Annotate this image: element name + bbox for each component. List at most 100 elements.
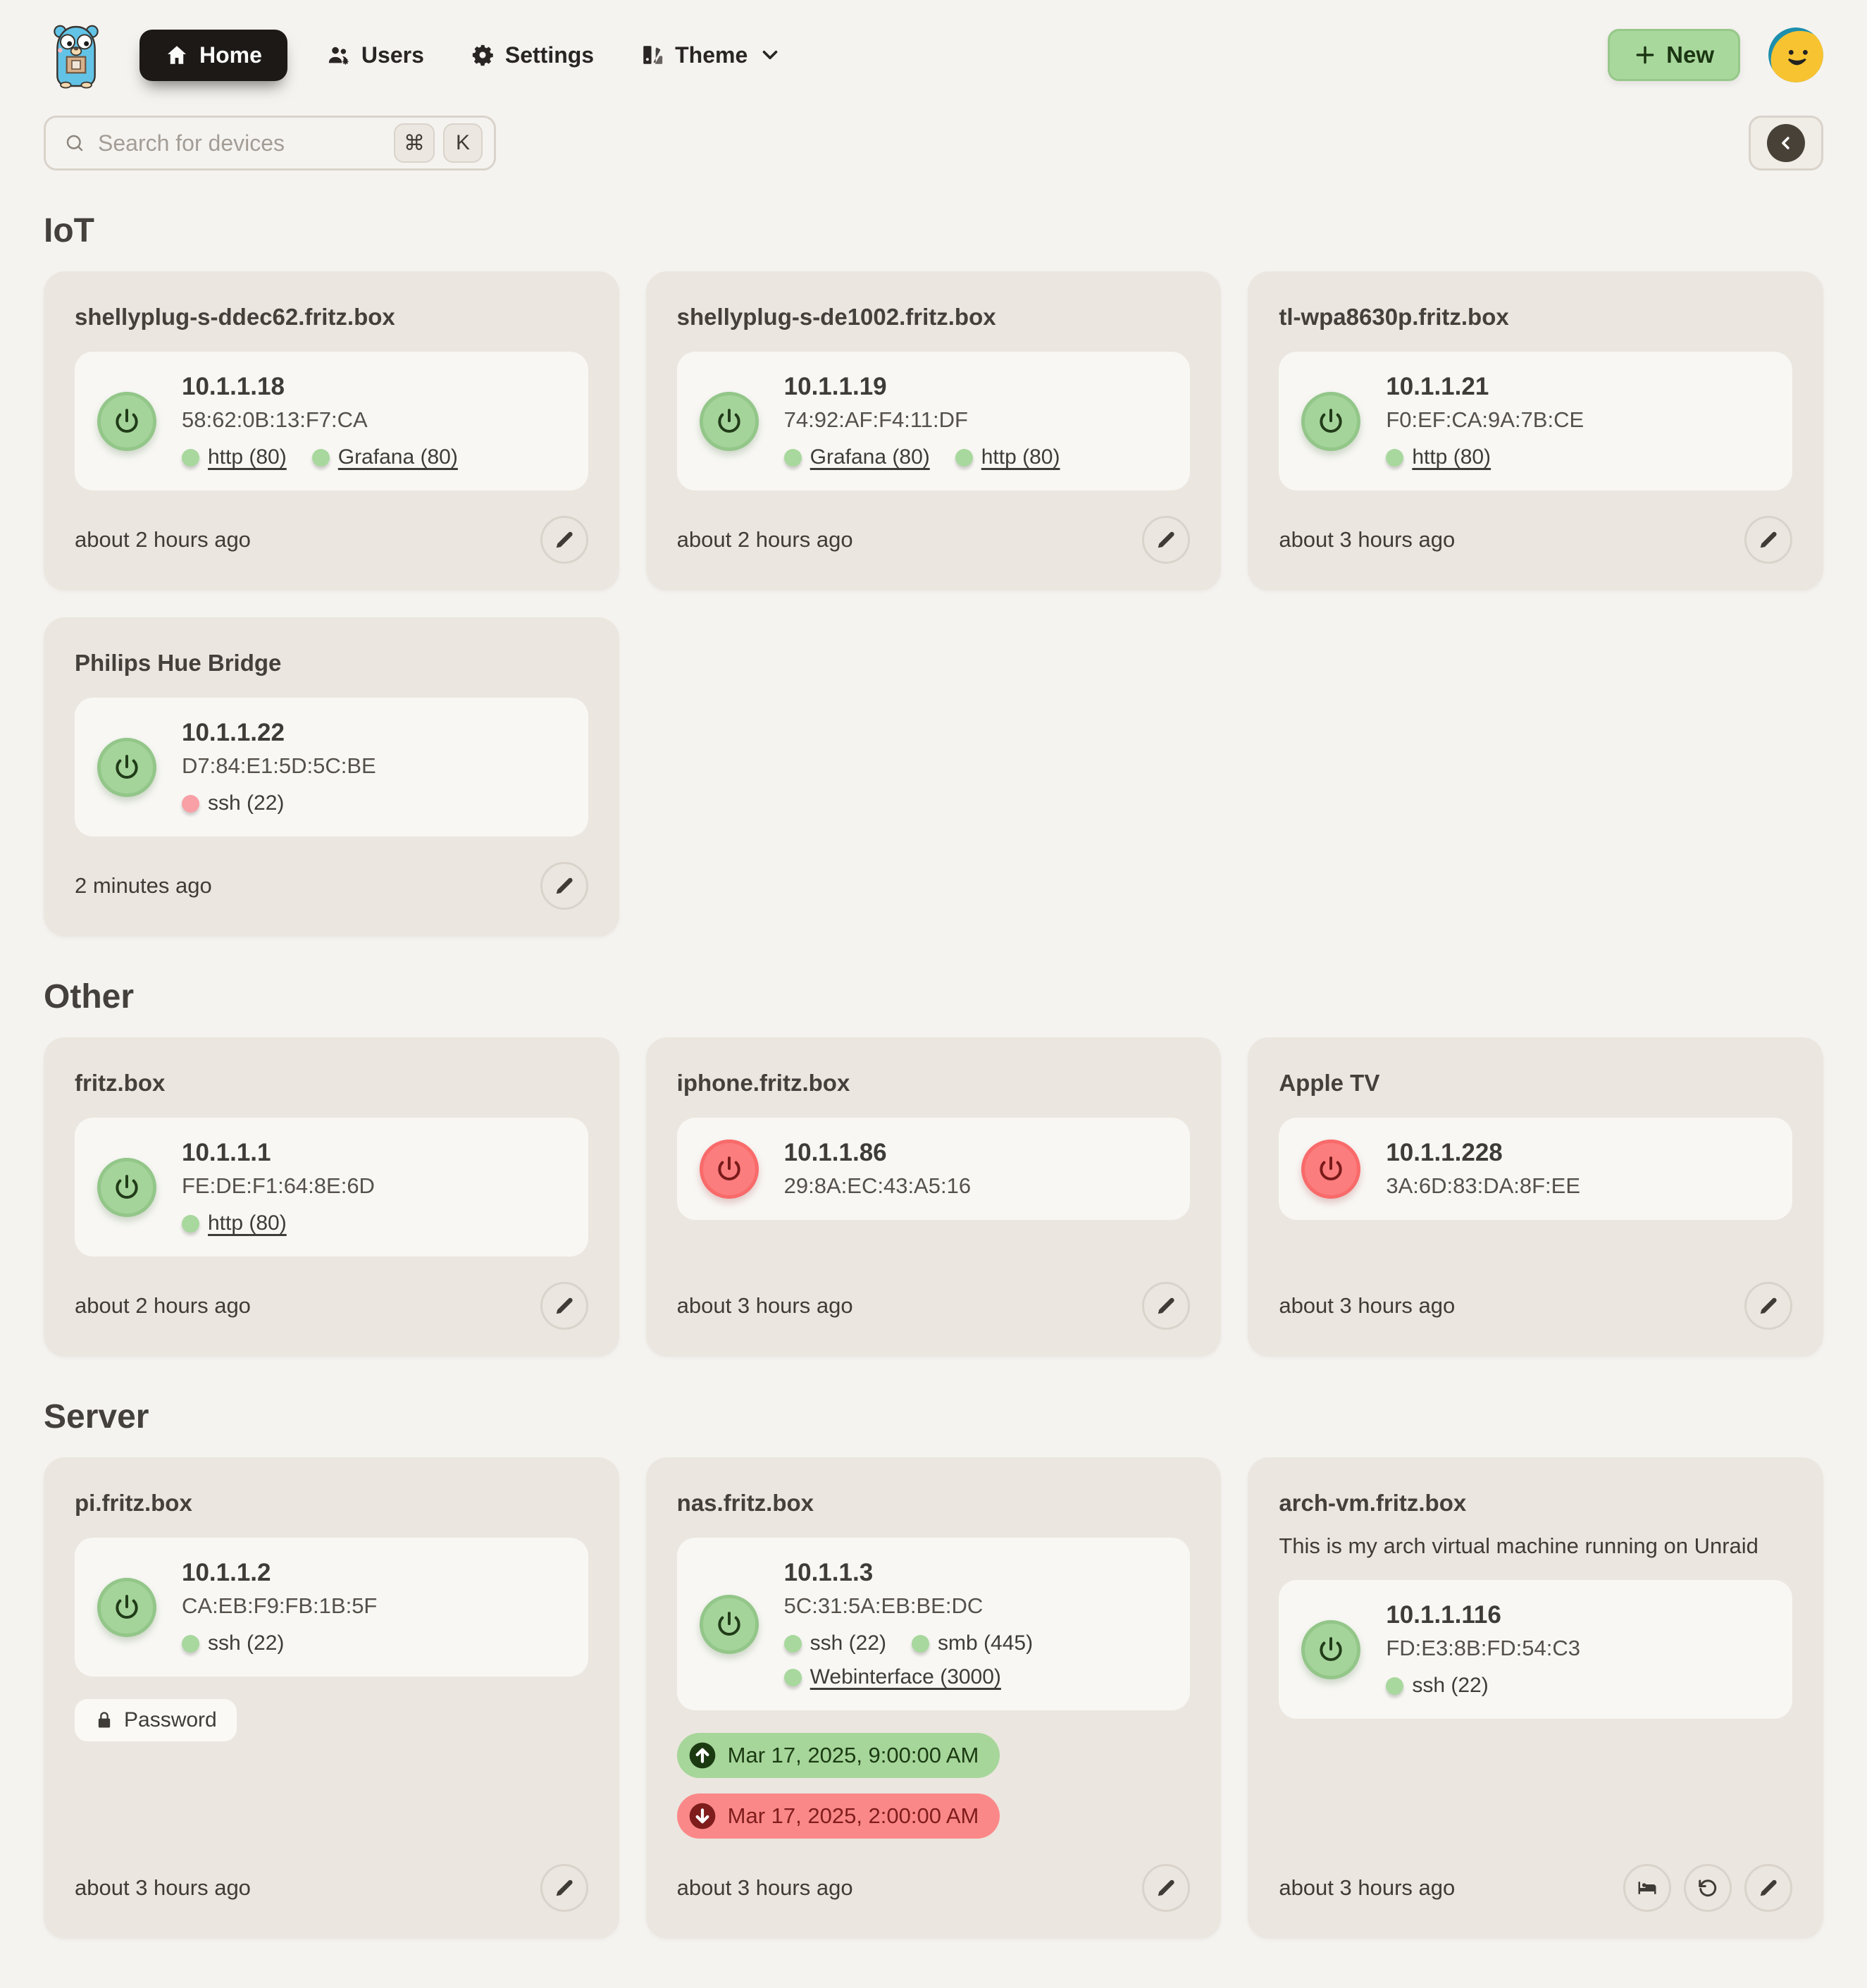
- k-key: K: [443, 123, 483, 163]
- port[interactable]: http (80): [182, 445, 287, 469]
- search-icon: [66, 135, 83, 152]
- edit-button[interactable]: [1744, 1282, 1792, 1330]
- device-info: 10.1.1.1 FE:DE:F1:64:8E:6D http (80): [182, 1139, 375, 1235]
- footer-actions: [540, 1864, 588, 1912]
- section-title: IoT: [44, 212, 94, 249]
- search-input[interactable]: [98, 130, 381, 156]
- edit-button[interactable]: [1142, 1864, 1191, 1912]
- last-seen: about 2 hours ago: [676, 527, 853, 552]
- footer-actions: [1744, 1282, 1792, 1330]
- port-status-dot: [1386, 1677, 1404, 1695]
- port[interactable]: Webinterface (3000): [783, 1665, 1001, 1689]
- power-button[interactable]: [97, 737, 156, 797]
- device-mac: CA:EB:F9:FB:1B:5F: [182, 1593, 378, 1618]
- device-panel: 10.1.1.86 29:8A:EC:43:A5:16: [676, 1118, 1191, 1220]
- port-list: http (80): [182, 1211, 375, 1235]
- power-icon: [1320, 1636, 1342, 1661]
- device-card: fritz.box 10.1.1.1 FE:DE:F1:64:8E:6D htt…: [44, 1037, 619, 1357]
- nav-item-home[interactable]: Home: [139, 29, 287, 81]
- port-status-dot: [1386, 448, 1404, 467]
- power-button[interactable]: [699, 391, 759, 451]
- nav-item-users[interactable]: Users: [320, 30, 431, 81]
- schedule-text: Mar 17, 2025, 9:00:00 AM: [727, 1743, 979, 1767]
- device-section: Server pi.fritz.box 10.1.1.2 CA:EB:F9:FB…: [44, 1397, 1823, 1939]
- nav-label: Home: [199, 42, 262, 68]
- port-label: http (80): [981, 445, 1060, 469]
- power-button[interactable]: [1301, 391, 1361, 451]
- card-footer: about 3 hours ago: [75, 1839, 588, 1912]
- pencil-icon: [556, 877, 573, 894]
- power-button[interactable]: [97, 1157, 156, 1217]
- last-seen: about 3 hours ago: [1279, 1875, 1456, 1900]
- port-status-dot: [182, 448, 199, 467]
- restore-button[interactable]: [1684, 1864, 1732, 1912]
- device-panel: 10.1.1.3 5C:31:5A:EB:BE:DC ssh (22) smb …: [676, 1538, 1191, 1710]
- edit-button[interactable]: [540, 1282, 588, 1330]
- port[interactable]: Grafana (80): [783, 445, 930, 469]
- power-button[interactable]: [699, 1594, 759, 1654]
- port-status-dot: [783, 1668, 802, 1686]
- device-panel: 10.1.1.22 D7:84:E1:5D:5C:BE ssh (22): [75, 698, 588, 836]
- device-panel: 10.1.1.21 F0:EF:CA:9A:7B:CE http (80): [1279, 352, 1792, 490]
- edit-button[interactable]: [1744, 1864, 1792, 1912]
- device-info: 10.1.1.86 29:8A:EC:43:A5:16: [784, 1139, 971, 1199]
- last-seen: about 3 hours ago: [75, 1875, 251, 1900]
- power-button[interactable]: [1301, 1619, 1361, 1679]
- device-ip: 10.1.1.22: [182, 719, 285, 746]
- user-avatar[interactable]: [1768, 27, 1823, 82]
- arrow-up-circle-icon: [689, 1742, 715, 1769]
- footer-actions: [540, 516, 588, 564]
- port[interactable]: http (80): [1386, 445, 1491, 469]
- port-list: http (80): [1386, 445, 1584, 469]
- new-device-button[interactable]: New: [1608, 29, 1740, 81]
- port[interactable]: http (80): [955, 445, 1060, 469]
- power-button[interactable]: [699, 1139, 759, 1199]
- edit-button[interactable]: [540, 1864, 588, 1912]
- edit-button[interactable]: [1142, 516, 1191, 564]
- footer-actions: [1623, 1864, 1792, 1912]
- app-logo[interactable]: [44, 21, 108, 89]
- collapse-sidebar-button[interactable]: [1749, 116, 1823, 171]
- device-name: shellyplug-s-ddec62.fritz.box: [75, 304, 395, 330]
- card-footer: about 2 hours ago: [75, 1257, 588, 1330]
- power-icon: [116, 408, 138, 433]
- topbar: Home Users Settings The: [44, 18, 1823, 92]
- device-description: This is my arch virtual machine running …: [1279, 1533, 1759, 1558]
- search-box[interactable]: ⌘ K: [44, 116, 496, 171]
- pencil-icon: [556, 1879, 573, 1896]
- edit-button[interactable]: [1142, 1282, 1191, 1330]
- device-card: tl-wpa8630p.fritz.box 10.1.1.21 F0:EF:CA…: [1248, 271, 1823, 591]
- device-mac: 5C:31:5A:EB:BE:DC: [783, 1593, 984, 1618]
- port-list: ssh (22) smb (445) Webinterface (3000): [783, 1631, 1168, 1689]
- device-info: 10.1.1.19 74:92:AF:F4:11:DF Grafana (80)…: [783, 373, 1060, 469]
- plus-icon: [1636, 46, 1654, 64]
- port[interactable]: http (80): [182, 1211, 287, 1235]
- nav-item-settings[interactable]: Settings: [464, 30, 601, 81]
- device-name: tl-wpa8630p.fritz.box: [1279, 304, 1509, 330]
- power-icon: [116, 1174, 138, 1199]
- power-button[interactable]: [97, 391, 156, 451]
- port: ssh (22): [783, 1631, 886, 1655]
- collapse-circle: [1767, 124, 1805, 162]
- nav-item-theme[interactable]: Theme: [633, 30, 789, 81]
- section-title: Server: [44, 1398, 149, 1436]
- port[interactable]: Grafana (80): [311, 445, 458, 469]
- device-ip: 10.1.1.18: [182, 373, 285, 400]
- power-button[interactable]: [1301, 1139, 1361, 1199]
- edit-button[interactable]: [540, 516, 588, 564]
- edit-button[interactable]: [540, 862, 588, 910]
- edit-button[interactable]: [1744, 516, 1792, 564]
- power-button[interactable]: [97, 1577, 156, 1637]
- port-label: ssh (22): [1412, 1674, 1489, 1697]
- chevron-down-icon: [762, 50, 778, 60]
- badge-area: Password: [75, 1699, 588, 1741]
- gear-icon: [472, 44, 493, 66]
- card-footer: about 2 hours ago: [75, 490, 588, 564]
- card-footer: about 3 hours ago: [1279, 1839, 1792, 1912]
- power-icon: [718, 1611, 740, 1636]
- device-info: 10.1.1.18 58:62:0B:13:F7:CA http (80) Gr…: [182, 373, 458, 469]
- device-ip: 10.1.1.116: [1386, 1601, 1501, 1629]
- device-panel: 10.1.1.116 FD:E3:8B:FD:54:C3 ssh (22): [1279, 1580, 1792, 1719]
- sleep-button[interactable]: [1623, 1864, 1671, 1912]
- cmd-key: ⌘: [394, 123, 435, 163]
